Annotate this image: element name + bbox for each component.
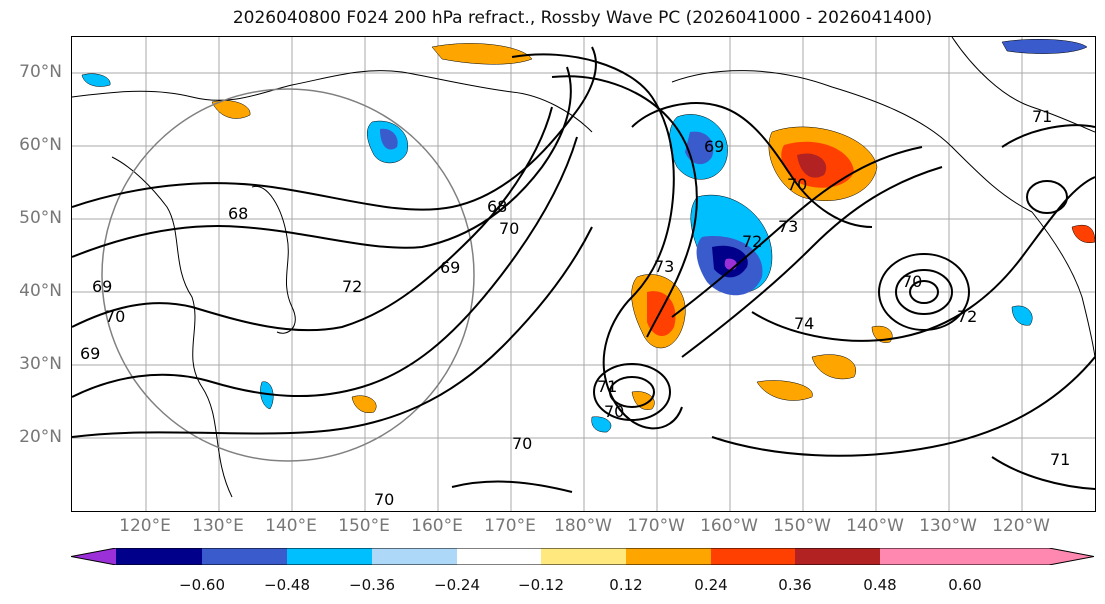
contour-label: 74 (794, 314, 814, 333)
graticule (72, 37, 1095, 511)
lat-label-70n: 70°N (19, 62, 62, 82)
contour-label: 72 (957, 307, 977, 326)
negative-anomaly-patch (260, 381, 274, 410)
contour-label-group: 68 69 70 69 69 68 70 72 70 70 73 72 73 7… (80, 107, 1070, 509)
lon-label-120w: 120°W (992, 516, 1050, 536)
colorbar-tick: 0.24 (694, 576, 728, 594)
positive-anomaly-patch (1071, 224, 1095, 243)
positive-anomaly-patch (631, 391, 655, 410)
contour-label: 71 (1032, 107, 1052, 126)
colorbar-swatch (880, 548, 965, 565)
colorbar-swatch (287, 548, 372, 565)
colorbar-extend-high (965, 548, 1094, 565)
lon-label-150w: 150°W (773, 516, 831, 536)
refractivity-contours (72, 46, 1095, 493)
contour-label: 69 (92, 277, 112, 296)
colorbar-tick: 0.48 (863, 576, 897, 594)
colorbar (71, 548, 1094, 565)
colorbar-tick: −0.60 (179, 576, 225, 594)
lon-label-150e: 150°E (338, 516, 390, 536)
lat-label-60n: 60°N (19, 135, 62, 155)
negative-anomaly-patch (1011, 305, 1033, 326)
contour-label: 68 (228, 204, 248, 223)
colorbar-tick: 0.60 (948, 576, 982, 594)
contour-label: 70 (604, 402, 624, 421)
negative-anomaly-patch (81, 73, 111, 87)
contour-label: 73 (778, 217, 798, 236)
contour-label: 70 (105, 307, 125, 326)
positive-anomaly-core (797, 153, 827, 178)
lon-label-180w: 180°W (554, 516, 612, 536)
map-canvas: 68 69 70 69 69 68 70 72 70 70 73 72 73 7… (72, 37, 1095, 511)
colorbar-tick: −0.12 (518, 576, 564, 594)
lon-label-160w: 160°W (700, 516, 758, 536)
map-title: 2026040800 F024 200 hPa refract., Rossby… (232, 8, 933, 28)
positive-anomaly-patch (811, 354, 856, 380)
contour-label: 70 (902, 272, 922, 291)
lat-label-30n: 30°N (19, 354, 62, 374)
colorbar-swatch (116, 548, 202, 565)
positive-anomaly-patch (431, 43, 533, 65)
colorbar-swatch (626, 548, 711, 565)
contour-label: 70 (499, 219, 519, 238)
contour-label: 69 (80, 344, 100, 363)
contour-label: 70 (374, 490, 394, 509)
colorbar-tick: −0.36 (349, 576, 395, 594)
lon-label-120e: 120°E (119, 516, 171, 536)
colorbar-swatch (372, 548, 457, 565)
contour-label: 70 (787, 175, 807, 194)
negative-anomaly-patch (591, 416, 612, 433)
contour-label: 71 (1050, 450, 1070, 469)
positive-anomaly-patch (756, 380, 813, 401)
positive-anomaly-patch (351, 395, 377, 413)
contour-label: 69 (440, 258, 460, 277)
colorbar-swatch (711, 548, 795, 565)
contour-label: 69 (704, 137, 724, 156)
colorbar-tick: 0.12 (609, 576, 643, 594)
lat-label-40n: 40°N (19, 281, 62, 301)
contour-label: 70 (512, 434, 532, 453)
lon-label-130e: 130°E (192, 516, 244, 536)
contour-label: 68 (487, 197, 507, 216)
lat-label-50n: 50°N (19, 208, 62, 228)
colorbar-tick: 0.36 (778, 576, 812, 594)
negative-anomaly-patch (1001, 39, 1088, 54)
colorbar-swatch (795, 548, 880, 565)
contour-label: 71 (597, 377, 617, 396)
positive-anomaly-patch (211, 100, 251, 119)
contour-label: 73 (654, 257, 674, 276)
negative-anomaly-core (380, 128, 398, 150)
colorbar-extend-low (71, 548, 116, 565)
wave-packet-circle (101, 88, 475, 462)
colorbar-swatch (202, 548, 287, 565)
negative-anomaly-core (685, 131, 714, 165)
colorbar-swatch (457, 548, 541, 565)
map-panel[interactable]: 68 69 70 69 69 68 70 72 70 70 73 72 73 7… (71, 36, 1096, 512)
colorbar-tick: −0.24 (434, 576, 480, 594)
contour-label: 72 (742, 232, 762, 251)
lon-label-170e: 170°E (484, 516, 536, 536)
lon-label-160e: 160°E (411, 516, 463, 536)
colorbar-swatch (541, 548, 626, 565)
lon-label-170w: 170°W (627, 516, 685, 536)
lon-label-140w: 140°W (846, 516, 904, 536)
contour-label: 72 (342, 277, 362, 296)
colorbar-tick: −0.48 (264, 576, 310, 594)
lon-label-140e: 140°E (265, 516, 317, 536)
lat-label-20n: 20°N (19, 427, 62, 447)
lon-label-130w: 130°W (919, 516, 977, 536)
